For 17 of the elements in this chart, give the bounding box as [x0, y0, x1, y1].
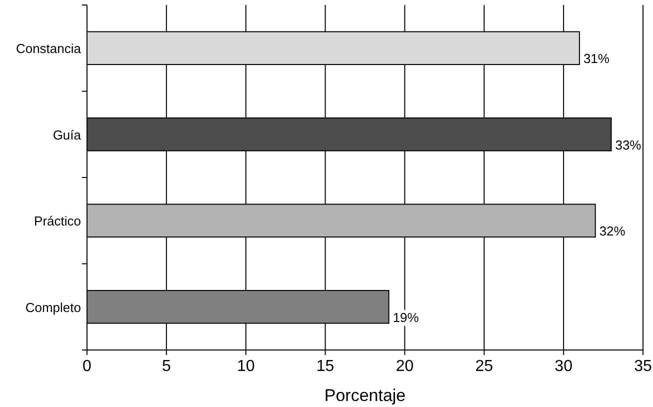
x-tick-label: 0 — [82, 358, 92, 375]
data-label: 19% — [392, 310, 420, 325]
data-label: 32% — [599, 224, 626, 239]
x-tick-label: 25 — [475, 358, 494, 375]
x-tick-label: 5 — [162, 358, 171, 375]
x-tick-label: 20 — [396, 358, 414, 375]
x-tick-label: 35 — [634, 358, 652, 375]
x-tick-label: 30 — [554, 358, 573, 375]
y-tick-label: Guía — [52, 127, 82, 142]
x-tick-label: 15 — [316, 358, 334, 375]
x-tick-label: 10 — [236, 358, 255, 375]
x-axis-title: Porcentaje — [324, 386, 406, 405]
data-label: 31% — [583, 51, 610, 66]
y-tick-label: Completo — [25, 300, 81, 315]
y-tick-label: Constancia — [16, 41, 82, 56]
data-label: 33% — [615, 137, 642, 152]
y-tick-label: Práctico — [34, 214, 81, 229]
